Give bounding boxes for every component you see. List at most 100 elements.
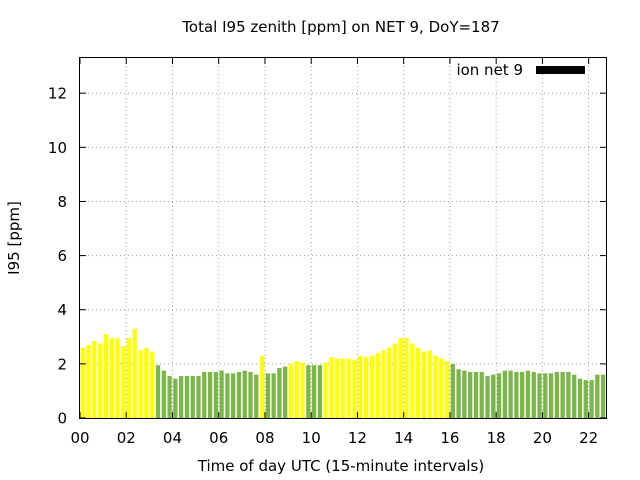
bar <box>329 357 334 418</box>
bar <box>179 376 184 418</box>
bar <box>283 366 288 418</box>
bar <box>126 338 132 418</box>
bar <box>537 373 542 418</box>
legend-swatch <box>536 66 585 74</box>
bar <box>265 373 270 418</box>
legend: ion net 9 <box>456 61 585 79</box>
y-axis-label: I95 [ppm] <box>5 201 23 275</box>
bar <box>387 347 392 418</box>
gridlines <box>80 58 606 418</box>
bar <box>138 350 143 418</box>
bar <box>219 370 224 418</box>
bar <box>311 365 317 418</box>
bar <box>144 347 149 418</box>
bar <box>242 370 247 418</box>
chart-title: Total I95 zenith [ppm] on NET 9, DoY=187 <box>181 18 499 36</box>
bar <box>167 376 172 418</box>
plot-frame <box>79 57 607 419</box>
bar <box>132 328 138 418</box>
bar <box>103 334 109 418</box>
bar <box>323 362 328 418</box>
bar <box>508 370 513 418</box>
bar <box>479 371 484 418</box>
bar <box>548 373 554 418</box>
bar <box>416 347 421 418</box>
x-tick-label: 00 <box>70 429 89 447</box>
bar <box>271 373 276 418</box>
bar <box>80 347 86 418</box>
bar <box>115 338 120 418</box>
bar <box>450 363 455 418</box>
x-axis-label: Time of day UTC (15-minute intervals) <box>197 457 484 475</box>
bar <box>502 370 507 418</box>
bar <box>358 355 363 418</box>
bar <box>595 374 600 418</box>
x-tick-label: 06 <box>209 429 228 447</box>
y-tick-label: 4 <box>57 301 67 319</box>
bar <box>410 343 415 418</box>
bar <box>109 338 114 418</box>
bar <box>363 357 369 418</box>
bar <box>173 378 178 418</box>
bar <box>369 355 375 418</box>
bar <box>566 371 571 418</box>
bar <box>352 359 357 418</box>
bar <box>427 350 432 418</box>
y-tick-label: 8 <box>57 193 67 211</box>
y-tick-label: 12 <box>48 85 67 103</box>
y-tick-label: 6 <box>57 247 67 265</box>
bar <box>485 376 490 418</box>
bar <box>375 353 380 418</box>
x-tick-labels: 00 02 04 06 08 10 12 14 16 18 20 22 <box>70 429 598 447</box>
bar <box>259 355 265 418</box>
bar <box>572 374 577 418</box>
bar <box>531 371 536 418</box>
axis-ticks <box>79 58 606 419</box>
bar <box>161 370 166 418</box>
bar <box>514 371 519 418</box>
bar <box>213 371 218 418</box>
bar <box>190 376 195 418</box>
bar <box>121 346 126 418</box>
bars <box>80 328 606 418</box>
bar <box>473 371 479 418</box>
bar <box>439 358 444 418</box>
legend-label: ion net 9 <box>456 61 523 79</box>
x-tick-label: 10 <box>302 429 321 447</box>
bar <box>317 365 323 418</box>
bar <box>392 343 398 418</box>
bar <box>600 374 606 418</box>
bar <box>554 371 560 418</box>
bar <box>520 371 525 418</box>
bar <box>583 380 588 418</box>
y-tick-labels: 0 2 4 6 8 10 12 <box>48 85 67 428</box>
bar <box>543 373 548 418</box>
bar <box>248 371 253 418</box>
bar <box>277 367 282 418</box>
bar <box>433 355 438 418</box>
x-tick-label: 22 <box>579 429 598 447</box>
bar <box>335 358 340 418</box>
bar <box>491 374 496 418</box>
y-tick-label: 10 <box>48 139 67 157</box>
bar <box>577 378 583 418</box>
bar <box>98 343 103 418</box>
bar <box>560 371 565 418</box>
bar <box>346 358 351 418</box>
bar <box>236 371 242 418</box>
bar <box>462 370 467 418</box>
x-tick-label: 04 <box>163 429 182 447</box>
bar <box>340 358 346 418</box>
bar <box>202 371 207 418</box>
bar <box>468 371 473 418</box>
bar <box>398 338 403 418</box>
bar <box>381 350 386 418</box>
x-tick-label: 08 <box>255 429 274 447</box>
bar <box>184 376 190 418</box>
bar <box>231 373 236 418</box>
y-tick-label: 0 <box>57 410 67 428</box>
bar <box>254 374 259 418</box>
x-tick-label: 12 <box>348 429 367 447</box>
bar <box>294 361 299 418</box>
x-tick-label: 16 <box>440 429 459 447</box>
